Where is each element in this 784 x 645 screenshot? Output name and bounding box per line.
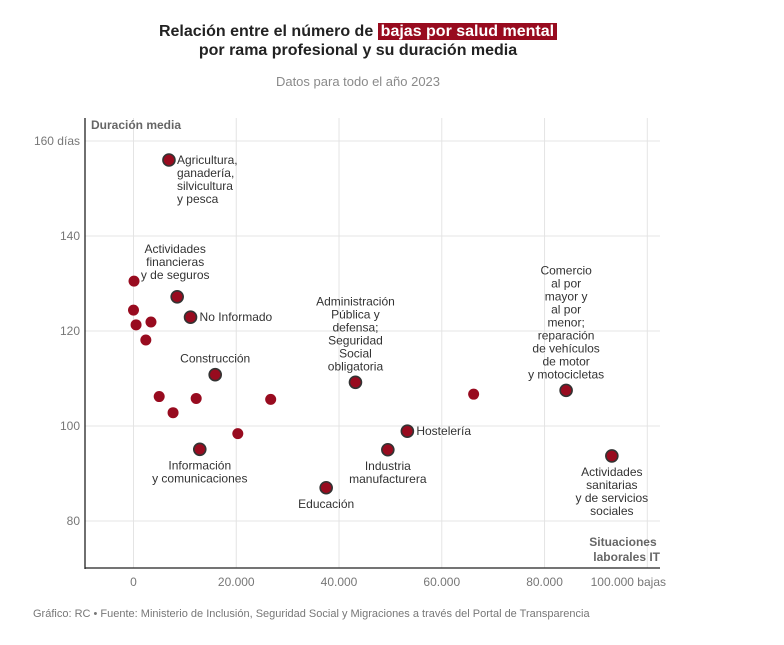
title-part1: Relación entre el número de [158, 23, 378, 40]
point-label-line: Hostelería [416, 424, 471, 438]
data-point-labeled [559, 383, 573, 398]
point-label-line: y pesca [177, 192, 219, 206]
point-label-line: ganadería, [177, 166, 234, 180]
data-point-labeled [208, 367, 222, 382]
point-label-line: Educación [298, 497, 354, 511]
data-point [130, 319, 142, 331]
point-label-line: de vehículos [532, 341, 599, 355]
y-tick-label: 140 [60, 229, 80, 243]
x-axis-label: Situaciones laborales IT [589, 535, 660, 564]
point-label-line: Agricultura, [177, 153, 238, 167]
y-tick-label: 120 [60, 324, 80, 338]
point-label-line: Social [339, 346, 372, 360]
point-label-line: Comercio [540, 263, 592, 277]
data-point-labeled [162, 153, 176, 167]
x-tick-label: 100.000 bajas [591, 575, 666, 589]
point-label-line: sanitarias [586, 478, 637, 492]
point-labels: Agricultura, ganadería, silvicultura y pesc… [141, 153, 648, 518]
point-label-line: y de servicios [575, 491, 648, 505]
point-label-line: Seguridad [328, 333, 383, 347]
data-point [468, 388, 480, 400]
data-points [128, 153, 619, 495]
data-point [190, 392, 202, 404]
point-label-line: defensa; [332, 320, 378, 334]
point-label-line: sociales [590, 504, 633, 518]
x-tick-label: 40.000 [321, 575, 358, 589]
point-label: Administración Pública y defensa; Seguridad… [316, 294, 395, 373]
grid [85, 118, 660, 568]
point-label-line: mayor y [545, 289, 588, 303]
y-tick-label: 160 días [34, 134, 80, 148]
chart-subtitle: Datos para todo el año 2023 [275, 74, 441, 89]
data-point [128, 275, 140, 287]
point-label: Industria manufacturera [349, 459, 427, 486]
point-label-line: Construcción [180, 352, 250, 366]
data-point [128, 304, 139, 316]
point-label-line: silvicultura [177, 179, 233, 193]
data-point [153, 391, 165, 403]
point-label-line: y de seguros [141, 268, 210, 282]
y-axis-label: Duración media [91, 118, 181, 132]
point-label: Actividades sanitarias y de servicios socia… [575, 465, 648, 518]
point-label-line: al por [551, 302, 581, 316]
data-point [140, 334, 152, 346]
data-point-labeled [183, 310, 198, 325]
point-label-line: de motor [542, 354, 589, 368]
point-label-line: financieras [146, 255, 204, 269]
point-label-line: Actividades [144, 242, 205, 256]
chart-title: Relación entre el número de bajas por sa… [0, 22, 716, 60]
point-label-line: obligatoria [328, 359, 384, 373]
point-label-line: Administración [316, 294, 395, 308]
point-label: Actividades financieras y de seguros [141, 242, 210, 282]
data-point-labeled [381, 442, 395, 457]
title-line2: por rama profesional y su duración media [198, 42, 518, 59]
point-label: Información y comunicaciones [152, 458, 247, 485]
point-label-line: manufacturera [349, 472, 427, 486]
title-highlight: bajas por salud mental [377, 23, 558, 40]
data-point-labeled [400, 424, 415, 439]
point-label-line: reparación [538, 328, 595, 342]
data-point-labeled [319, 480, 333, 495]
point-label-line: Pública y [331, 307, 380, 321]
data-point [145, 316, 157, 328]
x-axis-label-line2: laborales IT [593, 550, 660, 564]
data-point [265, 393, 277, 405]
point-label-line: menor; [547, 315, 584, 329]
point-label: Agricultura, ganadería, silvicultura y pesc… [177, 153, 238, 206]
point-label-line: y comunicaciones [152, 471, 247, 485]
x-tick-label: 20.000 [218, 575, 255, 589]
point-label-line: y motocicletas [528, 367, 604, 381]
point-label-line: Industria [365, 459, 411, 473]
data-point-labeled [348, 375, 363, 390]
point-label: Educación [298, 497, 354, 511]
source-footer: Gráfico: RC • Fuente: Ministerio de Incl… [33, 608, 590, 620]
axes [84, 118, 660, 569]
y-tick-label: 80 [67, 514, 81, 528]
x-tick-label: 80.000 [526, 575, 563, 589]
tick-labels: 80 100 120 140 160 días 0 20.000 40.000 60.000 80… [34, 134, 666, 589]
point-label: No Informado [200, 310, 273, 324]
point-label: Comercio al por mayor y al por menor; reparac… [528, 263, 604, 381]
x-axis-label-line1: Situaciones [589, 535, 657, 549]
point-label-line: Actividades [581, 465, 642, 479]
x-tick-label: 60.000 [423, 575, 460, 589]
point-label-line: al por [551, 276, 581, 290]
point-label: Construcción [180, 352, 250, 366]
data-point [232, 428, 244, 440]
y-tick-label: 100 [60, 419, 80, 433]
data-point-labeled [605, 449, 619, 463]
x-tick-label: 0 [130, 575, 137, 589]
point-label-line: Información [168, 458, 231, 472]
data-point-labeled [170, 289, 184, 304]
data-point [167, 407, 179, 419]
point-label: Hostelería [416, 424, 471, 438]
data-point-labeled [192, 442, 207, 457]
point-label-line: No Informado [200, 310, 273, 324]
